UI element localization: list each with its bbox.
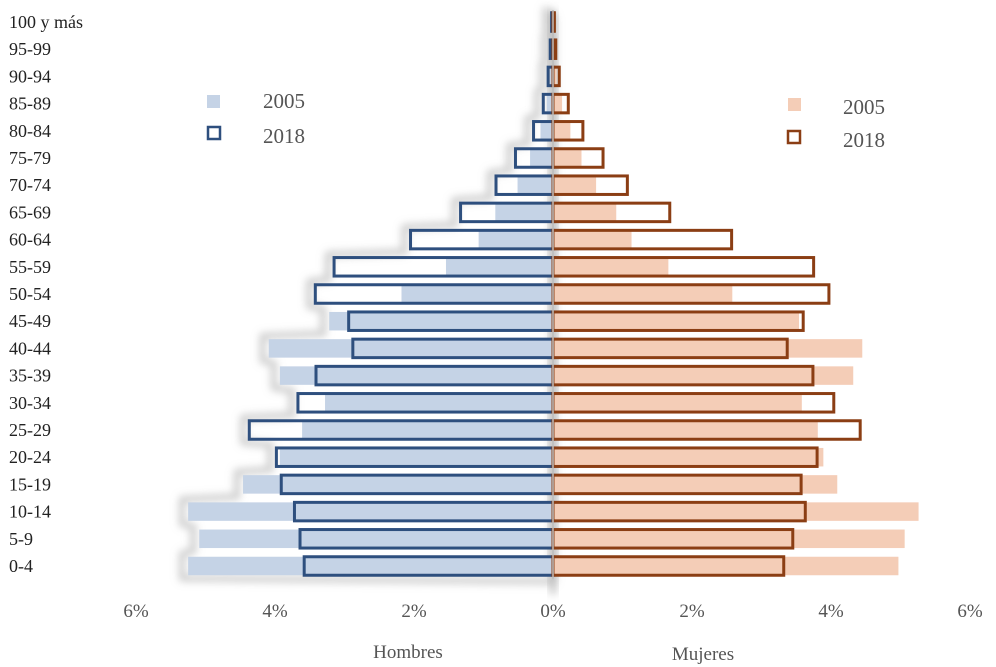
bar-mujeres-2005-30-34 bbox=[553, 393, 802, 413]
legend-mujeres-2018-label: 2018 bbox=[843, 128, 885, 152]
bar-hombres-2005-60-64 bbox=[478, 230, 553, 249]
legend-hombres-2005-label: 2005 bbox=[263, 89, 305, 113]
bar-hombres-2005-10-14 bbox=[188, 502, 553, 521]
age-group-label: 35-39 bbox=[9, 366, 51, 386]
legend-hombres: 2005 2018 bbox=[206, 89, 305, 148]
x-tick-label: 6% bbox=[957, 601, 983, 622]
age-group-label: 25-29 bbox=[9, 420, 51, 440]
age-group-label: 85-89 bbox=[9, 94, 51, 114]
bar-mujeres-2005-75-79 bbox=[553, 148, 582, 168]
bar-hombres-2005-70-74 bbox=[517, 175, 553, 195]
bar-mujeres-2005-50-54 bbox=[553, 284, 733, 304]
age-group-label: 55-59 bbox=[9, 257, 51, 277]
age-group-labels: 100 y más 95-99 90-94 85-89 80-84 75-79 70-74 6… bbox=[9, 12, 83, 576]
x-tick-label: 4% bbox=[818, 601, 844, 622]
bar-hombres-2005-50-54 bbox=[401, 284, 553, 304]
bar-mujeres-2005-80-84 bbox=[553, 121, 571, 141]
age-group-label: 70-74 bbox=[9, 175, 51, 195]
bar-hombres-2005-20-24 bbox=[279, 447, 553, 467]
age-group-label: 80-84 bbox=[9, 121, 51, 141]
bar-mujeres-2005-55-59 bbox=[553, 257, 669, 277]
age-group-label: 15-19 bbox=[9, 474, 51, 494]
age-group-label: 5-9 bbox=[9, 529, 33, 549]
pyramid-shadow-outline bbox=[178, 6, 557, 585]
bar-mujeres-2005-85-89 bbox=[553, 94, 563, 113]
hombres-axis-label: Hombres bbox=[373, 642, 443, 663]
age-group-label: 60-64 bbox=[9, 230, 51, 250]
bar-hombres-2005-40-44 bbox=[268, 339, 553, 358]
bar-hombres-2005-25-29 bbox=[302, 420, 553, 440]
age-group-label: 65-69 bbox=[9, 202, 51, 222]
bar-hombres-2005-30-34 bbox=[325, 393, 553, 413]
age-group-label: 30-34 bbox=[9, 393, 51, 413]
x-axis-ticks: 6% 4% 2% 0% 2% 4% 6% bbox=[123, 601, 983, 622]
bar-mujeres-2005-70-74 bbox=[553, 175, 597, 195]
age-group-label: 40-44 bbox=[9, 338, 51, 358]
bar-hombres-2005-0-4 bbox=[188, 556, 553, 576]
bar-hombres-2005-65-69 bbox=[495, 203, 553, 222]
legend-hombres-2018-swatch bbox=[206, 125, 222, 141]
bar-hombres-2005-55-59 bbox=[445, 257, 553, 277]
age-group-label: 20-24 bbox=[9, 447, 51, 467]
bar-mujeres-2005-90-94 bbox=[553, 67, 557, 86]
bar-hombres-2005-35-39 bbox=[279, 366, 553, 385]
age-group-label: 95-99 bbox=[9, 39, 51, 59]
age-group-label: 10-14 bbox=[9, 502, 51, 522]
bar-mujeres-2005-25-29 bbox=[553, 420, 818, 440]
x-tick-label: 2% bbox=[401, 601, 427, 622]
bar-mujeres-2005-20-24 bbox=[553, 447, 824, 467]
bar-mujeres-2005-0-4 bbox=[553, 556, 899, 576]
mujeres-axis-label: Mujeres bbox=[672, 644, 734, 665]
bar-hombres-2005-75-79 bbox=[530, 148, 553, 168]
bar-hombres-2005-15-19 bbox=[243, 475, 553, 494]
age-group-label: 0-4 bbox=[9, 556, 33, 576]
legend-mujeres: 2005 2018 bbox=[786, 95, 885, 152]
age-group-label: 100 y más bbox=[9, 12, 83, 32]
age-group-label: 50-54 bbox=[9, 284, 51, 304]
x-tick-label: 4% bbox=[262, 601, 288, 622]
bar-mujeres-2005-40-44 bbox=[553, 339, 863, 358]
age-group-label: 45-49 bbox=[9, 311, 51, 331]
bar-mujeres-2005-5-9 bbox=[553, 529, 905, 549]
bar-mujeres-2005-35-39 bbox=[553, 366, 854, 385]
age-group-label: 75-79 bbox=[9, 148, 51, 168]
legend-mujeres-2018-swatch bbox=[786, 129, 802, 145]
bar-mujeres-2005-45-49 bbox=[553, 311, 800, 331]
x-tick-label: 6% bbox=[123, 601, 149, 622]
bar-hombres-2005-45-49 bbox=[329, 311, 553, 331]
bars-2005 bbox=[188, 12, 919, 576]
legend-hombres-2005-swatch bbox=[207, 95, 220, 108]
bar-hombres-2005-80-84 bbox=[540, 121, 553, 141]
age-group-label: 90-94 bbox=[9, 66, 51, 86]
legend-hombres-2018-label: 2018 bbox=[263, 124, 305, 148]
bar-hombres-2005-85-89 bbox=[546, 94, 553, 113]
legend-mujeres-2005-swatch bbox=[788, 98, 801, 111]
x-tick-label: 2% bbox=[679, 601, 705, 622]
bar-mujeres-2005-65-69 bbox=[553, 203, 617, 222]
bar-mujeres-2005-10-14 bbox=[553, 502, 919, 521]
bar-mujeres-2005-15-19 bbox=[553, 475, 838, 494]
bar-mujeres-2005-60-64 bbox=[553, 230, 632, 249]
legend-mujeres-2005-label: 2005 bbox=[843, 95, 885, 119]
x-tick-label: 0% bbox=[540, 601, 566, 622]
bar-hombres-2005-5-9 bbox=[199, 529, 553, 549]
